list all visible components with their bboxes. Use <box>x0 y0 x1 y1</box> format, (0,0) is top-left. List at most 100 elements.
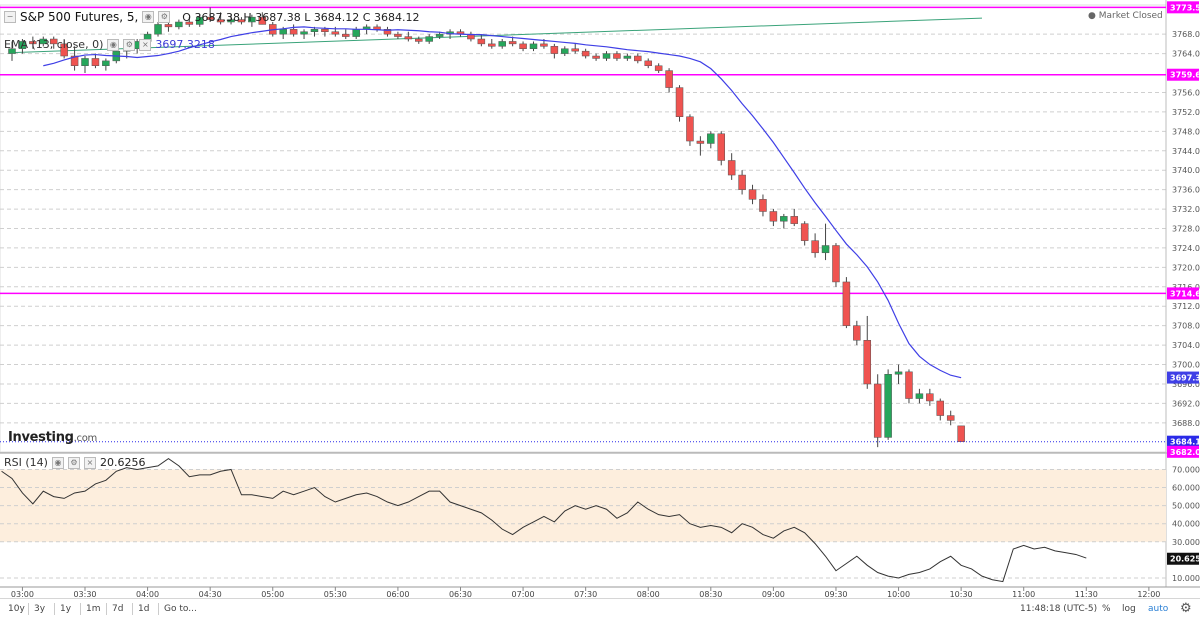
ohlc-readout: O 3687.38 H 3687.38 L 3684.12 C 3684.12 <box>182 10 420 24</box>
instrument-title: S&P 500 Futures, 5, <box>20 10 139 24</box>
candle-body <box>342 33 350 37</box>
timeframe-button[interactable]: 10y <box>8 604 25 614</box>
candle-body <box>477 38 486 45</box>
y-tick-label: 3728.00 <box>1172 225 1200 234</box>
candle-body <box>18 41 27 49</box>
eye-icon[interactable]: ◉ <box>107 38 120 51</box>
rsi-legend: RSI (14) ◉ ⚙ × 20.6256 <box>4 456 145 469</box>
x-tick-label: 06:00 <box>386 590 409 598</box>
timeframe-separator <box>106 603 107 615</box>
y-tick-label: 3764.00 <box>1172 50 1200 59</box>
timeframe-separator <box>54 603 55 615</box>
log-toggle[interactable]: log <box>1122 604 1136 614</box>
x-tick-label: 03:30 <box>73 590 96 598</box>
candle-body <box>561 48 569 54</box>
percent-toggle[interactable]: % <box>1102 604 1111 614</box>
y-tick-label: 3768.00 <box>1172 30 1200 39</box>
candle-body <box>842 281 851 326</box>
y-tick-label: 3756.00 <box>1172 88 1200 97</box>
candle-body <box>373 26 381 30</box>
candle-body <box>613 53 621 59</box>
timeframe-separator <box>132 603 133 615</box>
candle-body <box>289 29 298 35</box>
price-axis[interactable]: 3768.00 3764.00 3756.00 3752.00 3748.00 3744.… <box>1167 1 1200 583</box>
candle-body <box>49 38 58 45</box>
rsi-label: RSI (14) <box>4 456 48 469</box>
candle-body <box>811 240 819 254</box>
timeframe-button[interactable]: 7d <box>112 604 124 614</box>
settings-small-icon[interactable]: ⚙ <box>123 38 136 51</box>
rsi-y-tick-label: 10.0000 <box>1172 574 1200 583</box>
candle-body <box>665 70 673 88</box>
y-tick-label: 3752.00 <box>1172 108 1200 117</box>
collapse-icon[interactable]: − <box>4 11 16 23</box>
timeframe-button[interactable]: Go to... <box>164 604 197 614</box>
candle-body <box>70 55 79 66</box>
x-tick-label: 11:30 <box>1075 590 1098 598</box>
candle-body <box>102 60 110 66</box>
candle-body <box>832 245 840 283</box>
settings-small-icon[interactable]: ⚙ <box>158 11 171 23</box>
x-tick-label: 06:30 <box>449 590 472 598</box>
status-dot-icon: ● <box>1088 11 1096 21</box>
timeframe-separator <box>28 603 29 615</box>
level-price-tag: 3759.65 <box>1170 71 1200 80</box>
candle-body <box>957 425 965 442</box>
x-tick-label: 05:00 <box>261 590 284 598</box>
y-tick-label: 3696.00 <box>1172 380 1200 389</box>
candle-body <box>529 43 538 49</box>
candle-body <box>884 374 892 438</box>
candle-body <box>383 29 392 35</box>
ema-line <box>43 26 962 379</box>
candle-body <box>216 19 225 23</box>
y-tick-label: 3692.00 <box>1172 399 1200 408</box>
y-tick-label: 3688.00 <box>1172 419 1200 428</box>
candle-body <box>821 245 830 254</box>
price-tag-bg <box>1167 371 1199 384</box>
timeframe-button[interactable]: 1d <box>138 604 150 614</box>
ema-label: EMA (13, close, 0) <box>4 38 104 51</box>
candle-body <box>154 24 162 35</box>
x-tick-label: 04:30 <box>199 590 222 598</box>
x-tick-label: 07:00 <box>512 590 535 598</box>
candle-body <box>394 33 402 37</box>
candle-body <box>540 43 548 47</box>
rsi-y-tick-label: 70.0000 <box>1172 465 1200 474</box>
time-axis[interactable]: 03:00 03:30 04:00 04:30 05:00 05:30 06:00 06:30… <box>11 587 1161 598</box>
gear-icon[interactable]: ⚙ <box>1180 601 1192 616</box>
timeframe-separator <box>158 603 159 615</box>
candle-body <box>905 371 913 399</box>
candle-body <box>331 31 340 35</box>
x-tick-label: 12:00 <box>1137 590 1160 598</box>
y-tick-label: 3712.00 <box>1172 302 1200 311</box>
level-price-tag-bg <box>1167 287 1199 300</box>
price-tag: 3682.04 <box>1170 448 1200 457</box>
close-icon[interactable]: × <box>139 38 152 51</box>
close-icon[interactable]: × <box>83 456 96 469</box>
rsi-y-tick-label: 50.0000 <box>1172 502 1200 511</box>
y-tick-label: 3704.00 <box>1172 341 1200 350</box>
price-tag-bg <box>1167 445 1199 458</box>
y-tick-label: 3700.00 <box>1172 361 1200 370</box>
price-tag: 3697.32 <box>1170 374 1200 383</box>
timeframe-button[interactable]: 1y <box>60 604 72 614</box>
chart-canvas[interactable]: 3768.00 3764.00 3756.00 3752.00 3748.00 3744.… <box>0 0 1200 598</box>
auto-toggle[interactable]: auto <box>1148 604 1169 614</box>
eye-icon[interactable]: ◉ <box>142 11 155 23</box>
timeframe-button[interactable]: 3y <box>34 604 46 614</box>
timeframe-button[interactable]: 1m <box>86 604 101 614</box>
candle-body <box>800 223 809 241</box>
market-status-text: Market Closed <box>1098 11 1163 21</box>
chart-legend: − S&P 500 Futures, 5, ◉ ⚙ O 3687.38 H 36… <box>4 10 419 24</box>
candle-body <box>488 43 496 47</box>
rsi-y-tick-label: 60.0000 <box>1172 484 1200 493</box>
settings-small-icon[interactable]: ⚙ <box>67 456 80 469</box>
y-tick-label: 3736.00 <box>1172 186 1200 195</box>
candle-body <box>644 60 652 66</box>
candle-body <box>29 41 37 45</box>
price-tag-bg <box>1167 435 1199 448</box>
candle-body <box>164 24 173 28</box>
eye-icon[interactable]: ◉ <box>51 456 64 469</box>
candle-body <box>248 16 256 23</box>
price-tag: 3684.12 <box>1170 438 1200 447</box>
